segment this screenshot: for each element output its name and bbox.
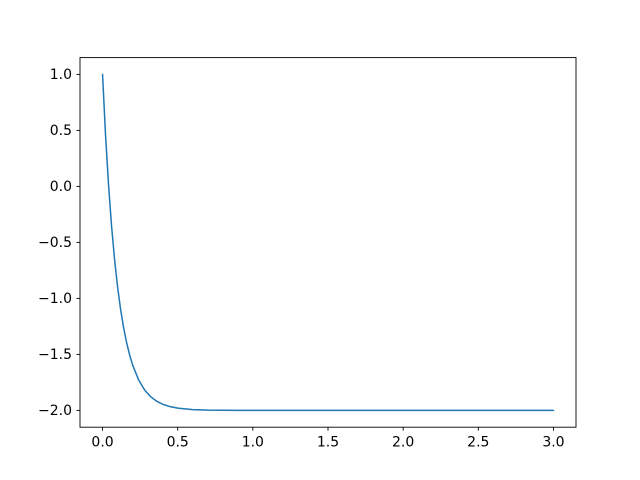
x-tick-label: 2.0 [392, 435, 414, 451]
x-tick-label: 1.0 [242, 435, 264, 451]
x-tick-label: 1.5 [317, 435, 339, 451]
axes-spines [79, 57, 577, 428]
x-tick-label: 0.0 [91, 435, 113, 451]
y-tick-label: 0.5 [50, 123, 72, 139]
y-tick-label: −1.5 [38, 347, 72, 363]
axes: 0.0 0.5 1.0 1.5 2.0 2.5 3.0 1.0 0.5 0.0 −0.5 −1.0 −1… [38, 57, 577, 451]
y-tick-label: 0.0 [50, 179, 72, 195]
x-tick-label: 2.5 [467, 435, 489, 451]
y-tick-label: −0.5 [38, 235, 72, 251]
x-tick-label: 3.0 [542, 435, 564, 451]
line-series [101, 73, 555, 412]
y-tick-label: −1.0 [38, 291, 72, 307]
y-tick-label: 1.0 [50, 67, 72, 83]
y-tick-label: −2.0 [38, 403, 72, 419]
x-tick-label: 0.5 [167, 435, 189, 451]
